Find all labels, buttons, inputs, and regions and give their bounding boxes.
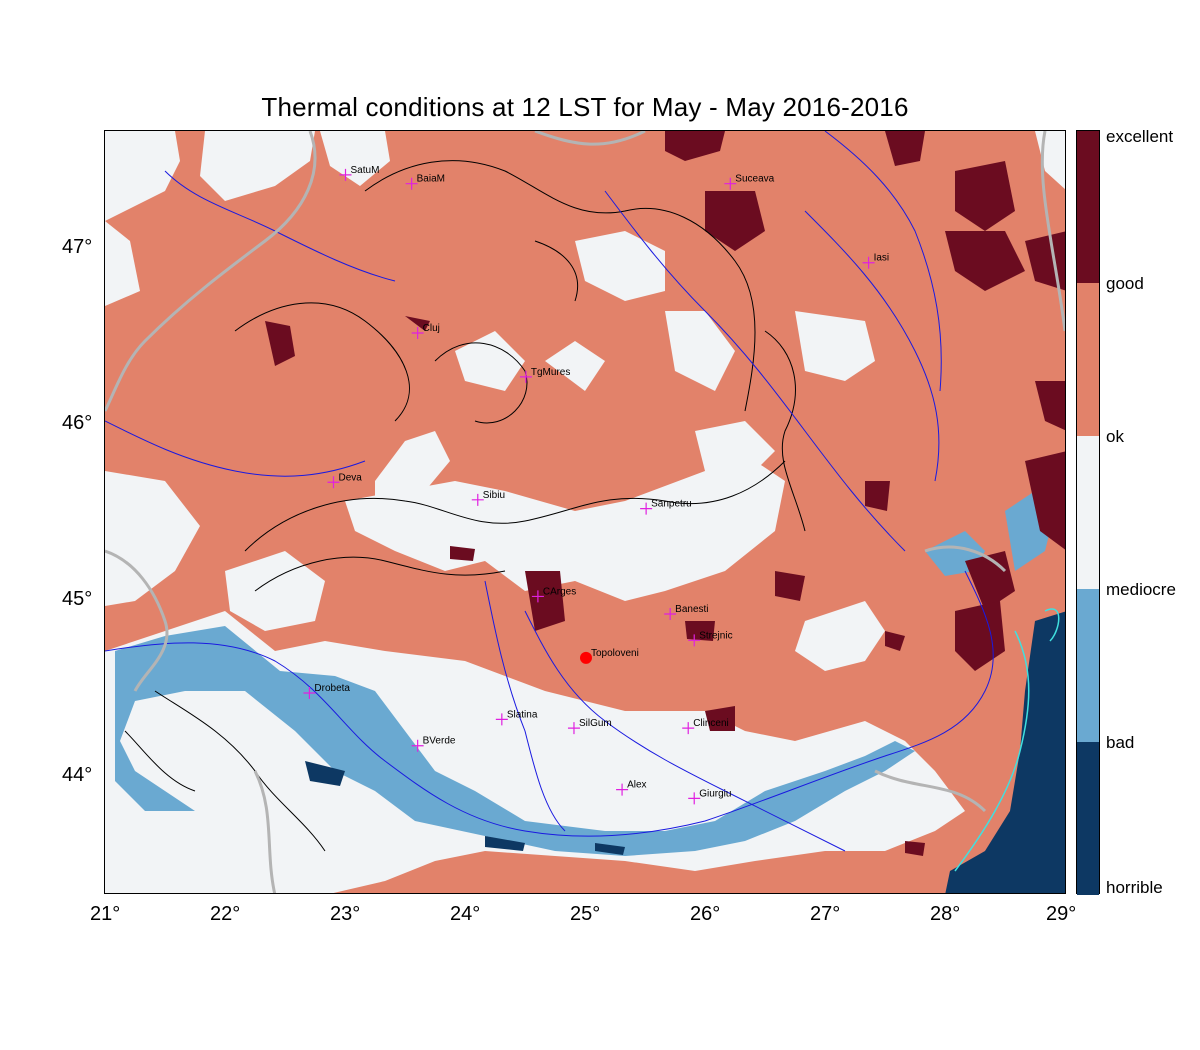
city-label: Deva bbox=[338, 472, 362, 483]
lon-label-28: 28° bbox=[930, 903, 961, 925]
city-label: Slatina bbox=[507, 709, 538, 720]
city-sanpetru: Sanpetru bbox=[640, 499, 692, 515]
lon-label-24: 24° bbox=[450, 903, 481, 925]
coastline bbox=[954, 608, 1060, 872]
rivers bbox=[105, 131, 994, 852]
city-label: CArges bbox=[543, 586, 576, 597]
city-label: Drobeta bbox=[314, 683, 350, 694]
city-label: Alex bbox=[627, 780, 646, 791]
thermal-map: SatuM BaiaM Suceava Iasi Cluj TgMures Deva Sibi… bbox=[105, 131, 1065, 893]
city-marker-icon bbox=[405, 177, 418, 190]
city-drobeta: Drobeta bbox=[303, 683, 350, 700]
city-alex: Alex bbox=[616, 780, 647, 796]
city-deva: Deva bbox=[327, 472, 362, 489]
lat-label-46: 46° bbox=[62, 412, 93, 434]
city-bverde: BVerde bbox=[411, 736, 456, 752]
terrain-contours bbox=[124, 160, 806, 852]
lon-label-23: 23° bbox=[330, 903, 361, 925]
lon-label-27: 27° bbox=[810, 903, 841, 925]
city-marker-icon bbox=[411, 739, 424, 752]
lon-label-29: 29° bbox=[1046, 903, 1077, 925]
legend-swatch-ok bbox=[1077, 436, 1099, 589]
city-marker-icon bbox=[327, 476, 340, 489]
city-tgmures: TgMures bbox=[519, 367, 570, 383]
highlight-dot-icon bbox=[580, 651, 592, 664]
city-marker-icon bbox=[531, 590, 544, 603]
lat-label-47: 47° bbox=[62, 236, 93, 258]
city-carges: CArges bbox=[531, 586, 576, 603]
map-area[interactable]: SatuM BaiaM Suceava Iasi Cluj TgMures Deva Sibi… bbox=[104, 130, 1066, 894]
city-marker-icon bbox=[471, 493, 484, 506]
city-marker-icon bbox=[519, 370, 532, 383]
lat-label-44: 44° bbox=[62, 764, 93, 786]
city-label: SilGum bbox=[579, 718, 612, 729]
lat-label-45: 45° bbox=[62, 588, 93, 610]
city-markers: SatuM BaiaM Suceava Iasi Cluj TgMures Deva Sibi… bbox=[303, 165, 890, 805]
lon-label-25: 25° bbox=[570, 903, 601, 925]
city-label: Clinceni bbox=[693, 718, 729, 729]
legend-swatch-mediocre bbox=[1077, 589, 1099, 742]
city-marker-icon bbox=[303, 687, 316, 700]
city-baiam: BaiaM bbox=[405, 174, 445, 190]
lon-label-22: 22° bbox=[210, 903, 241, 925]
legend-swatch-bad bbox=[1077, 742, 1099, 895]
legend-label-ok: ok bbox=[1106, 427, 1124, 446]
city-silgum: SilGum bbox=[567, 718, 612, 735]
city-marker-icon bbox=[411, 326, 424, 339]
city-marker-icon bbox=[616, 783, 629, 796]
map-title: Thermal conditions at 12 LST for May - M… bbox=[261, 92, 909, 122]
legend-label-mediocre: mediocre bbox=[1106, 580, 1176, 599]
city-marker-icon bbox=[339, 168, 352, 181]
city-slatina: Slatina bbox=[495, 709, 538, 726]
ok-regions bbox=[105, 131, 1065, 893]
city-strejnic: Strejnic bbox=[688, 630, 733, 647]
city-marker-icon bbox=[688, 634, 701, 647]
city-banesti: Banesti bbox=[664, 604, 709, 620]
city-sibiu: Sibiu bbox=[471, 490, 505, 506]
city-label: TgMures bbox=[531, 367, 570, 378]
legend-swatch-excellent bbox=[1077, 131, 1099, 283]
city-label: Sanpetru bbox=[651, 499, 692, 510]
city-marker-icon bbox=[682, 722, 695, 735]
lon-label-26: 26° bbox=[690, 903, 721, 925]
city-label: Topoloveni bbox=[591, 648, 639, 659]
city-label: Banesti bbox=[675, 604, 708, 615]
legend-colorbar bbox=[1076, 130, 1100, 895]
city-marker-icon bbox=[688, 792, 701, 805]
city-label: Strejnic bbox=[699, 630, 732, 641]
city-satum: SatuM bbox=[339, 165, 380, 181]
legend-label-bad: bad bbox=[1106, 733, 1135, 752]
city-clinceni: Clinceni bbox=[682, 718, 729, 735]
city-giurgiu: Giurgiu bbox=[688, 788, 731, 805]
city-marker-icon bbox=[495, 713, 508, 726]
legend-swatch-good bbox=[1077, 283, 1099, 436]
city-label: BaiaM bbox=[417, 174, 445, 185]
city-marker-icon bbox=[724, 177, 737, 190]
city-suceava: Suceava bbox=[724, 174, 775, 190]
excellent-regions bbox=[265, 131, 1065, 856]
city-label: Suceava bbox=[735, 174, 774, 185]
legend-label-good: good bbox=[1106, 274, 1144, 293]
city-label: Cluj bbox=[423, 323, 440, 334]
city-marker-icon bbox=[664, 607, 677, 620]
country-borders bbox=[105, 131, 1065, 893]
city-label: Giurgiu bbox=[699, 788, 731, 799]
legend-label-excellent: excellent bbox=[1106, 127, 1174, 146]
city-label: Sibiu bbox=[483, 490, 505, 501]
city-marker-icon bbox=[640, 502, 653, 515]
city-marker-icon bbox=[567, 722, 580, 735]
city-topoloveni: Topoloveni bbox=[580, 648, 639, 664]
city-iasi: Iasi bbox=[862, 253, 890, 269]
lon-label-21: 21° bbox=[90, 903, 121, 925]
city-label: Iasi bbox=[874, 253, 890, 264]
city-label: BVerde bbox=[423, 736, 456, 747]
legend-label-horrible: horrible bbox=[1106, 878, 1163, 897]
horrible-region bbox=[305, 611, 1065, 893]
city-marker-icon bbox=[862, 256, 875, 269]
city-label: SatuM bbox=[351, 165, 380, 176]
city-cluj: Cluj bbox=[411, 323, 440, 339]
